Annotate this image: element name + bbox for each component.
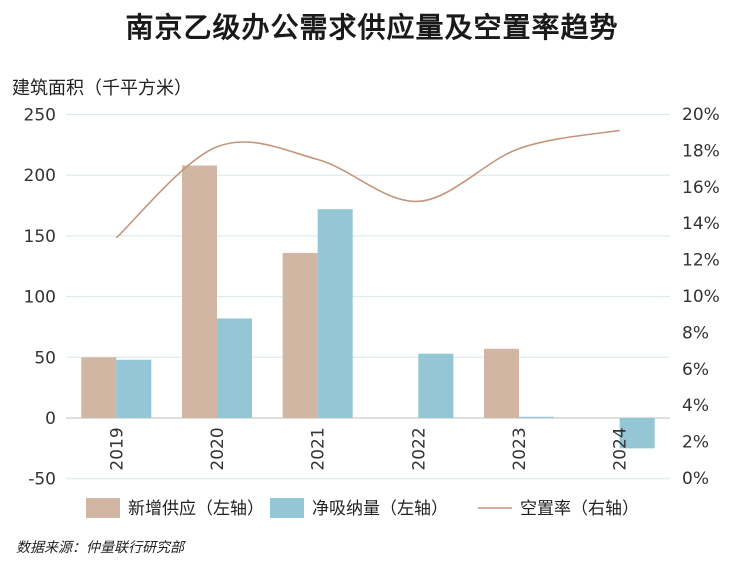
right-tick-label: 12% (682, 251, 720, 271)
right-tick-label: 10% (682, 287, 720, 307)
legend-label: 空置率（右轴） (520, 499, 639, 519)
left-tick-label: 200 (24, 166, 56, 186)
left-tick-label: 150 (24, 227, 56, 247)
absorption-bar (619, 418, 655, 449)
absorption-bar (317, 209, 353, 418)
right-tick-label: 20% (682, 105, 720, 125)
left-axis-ticks: 250 200 150 100 50 0 -50 (24, 106, 56, 490)
x-tick-label: 2023 (510, 427, 530, 470)
vacancy-rate-line (115, 129, 620, 239)
right-tick-label: 4% (682, 396, 709, 416)
vacancy-line (115, 129, 620, 239)
x-tick-label: 2021 (309, 427, 329, 470)
x-tick-label: 2020 (208, 427, 228, 470)
gridlines (66, 114, 670, 480)
left-tick-label: 250 (24, 106, 56, 126)
supply-bar (282, 252, 318, 418)
chart-title: 南京乙级办公需求供应量及空置率趋势 (125, 11, 619, 44)
left-tick-label: -50 (28, 470, 56, 490)
right-tick-label: 6% (682, 360, 709, 380)
source-note: 数据来源：仲量联行研究部 (16, 540, 184, 556)
left-tick-label: 0 (45, 409, 56, 429)
right-tick-label: 8% (682, 323, 709, 343)
x-tick-label: 2024 (611, 427, 631, 470)
y-axis-label: 建筑面积（千平方米） (12, 78, 192, 99)
supply-bar (484, 348, 519, 418)
x-tick-label: 2022 (409, 427, 429, 470)
legend-label: 净吸纳量（左轴） (312, 499, 448, 519)
right-axis-ticks: 20% 18% 16% 14% 12% 10% 8% 6% 4% 2% 0% (682, 105, 720, 489)
absorption-bar (519, 416, 554, 418)
absorption-bar (116, 359, 152, 418)
bars (81, 165, 655, 449)
left-tick-label: 100 (24, 288, 56, 308)
right-tick-label: 18% (682, 141, 720, 161)
right-tick-label: 16% (682, 178, 720, 198)
legend-label: 新增供应（左轴） (128, 499, 264, 519)
absorption-bar (217, 318, 252, 418)
x-axis-ticks: 2019 2020 2021 2022 2023 2024 (107, 427, 630, 470)
x-tick-label: 2019 (107, 427, 127, 470)
right-tick-label: 0% (682, 469, 709, 489)
supply-bar (81, 357, 117, 418)
legend-swatch-supply (86, 498, 120, 518)
right-tick-label: 2% (682, 433, 709, 453)
left-tick-label: 50 (34, 348, 56, 368)
absorption-bar (418, 353, 454, 418)
supply-bar (182, 165, 217, 418)
legend: 新增供应（左轴） 净吸纳量（左轴） 空置率（右轴） (86, 498, 639, 519)
right-tick-label: 14% (682, 214, 720, 234)
legend-swatch-absorption (270, 498, 304, 518)
